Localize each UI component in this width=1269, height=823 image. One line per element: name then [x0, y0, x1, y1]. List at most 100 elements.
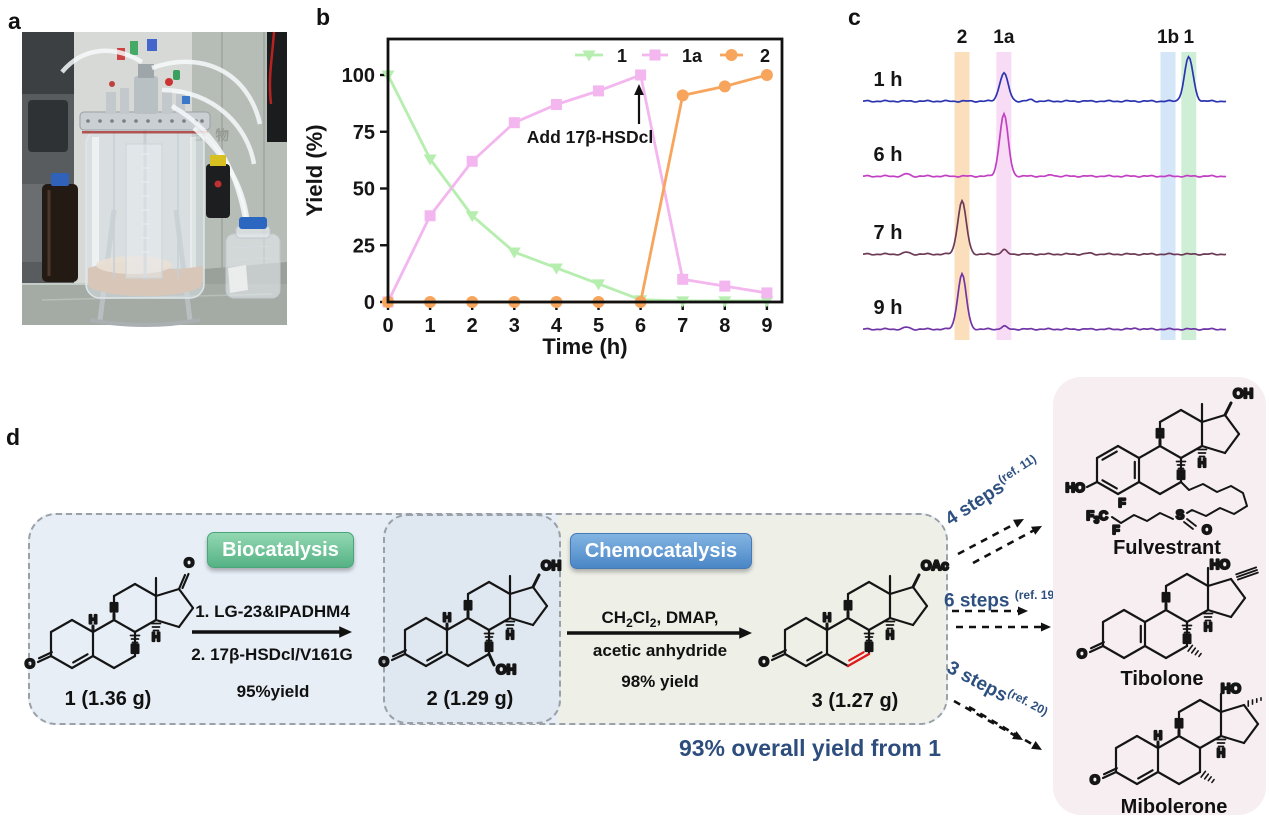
fulvestrant-structure: HO OH H H H S O FF F3C [1064, 385, 1254, 538]
marker-circle [718, 80, 731, 93]
band-label-1: 1 [1183, 27, 1194, 48]
band-label-1a: 1a [993, 27, 1015, 48]
red-port-cap [165, 78, 173, 86]
sulfoxide-O: O [1202, 523, 1212, 537]
sulfoxide-S: S [1176, 508, 1184, 522]
ketone-O: O [1090, 772, 1100, 787]
ketone-O: O [25, 656, 35, 671]
plot-border [386, 37, 784, 304]
panel-a-label: a [8, 8, 21, 34]
dashed-route-arrow [972, 529, 1035, 565]
black-bottle [206, 155, 230, 218]
arrow-head [1040, 622, 1051, 632]
stereo-H: H [1204, 622, 1212, 634]
compound-3-structure: O OAc H H H H [758, 557, 951, 670]
arrow-head [1013, 519, 1024, 528]
compound-3-label: 3 (1.27 g) [811, 690, 899, 712]
reaction-arrows [192, 626, 752, 639]
marker-square [466, 155, 478, 167]
arrow-head [739, 627, 752, 639]
x-tick-label: 2 [467, 315, 478, 337]
mibolerone-structure: O HO H H H [1089, 680, 1262, 788]
stereo-H: H [1183, 634, 1191, 646]
C17-OH: OH [541, 558, 561, 573]
series-1a-line [386, 73, 768, 303]
x-tick-label: 1 [425, 315, 436, 337]
stereo-H: H [1198, 458, 1206, 470]
x-tick-label: 7 [677, 315, 688, 337]
marker-square [424, 210, 436, 222]
stereo-H: H [89, 615, 97, 627]
F-label: F [1118, 496, 1125, 510]
band-2 [954, 52, 970, 340]
skeleton: O HO H H H [1076, 556, 1259, 662]
bioreactor-photo: 生物 [22, 31, 287, 327]
trace-time-label: 6 h [874, 144, 903, 166]
x-tick-label: 8 [719, 315, 730, 337]
stereo-H: H [865, 642, 873, 654]
marker-square [761, 287, 773, 299]
rxn1-step1: 1. LG-23&IPADHM4 [195, 602, 350, 621]
rxn2-reagents-line2: acetic anhydride [592, 641, 728, 660]
blue-cap [239, 217, 267, 229]
skeleton: O O H H H H [24, 554, 195, 672]
trace-time-label: 1 h [874, 69, 903, 91]
trace-6 h [862, 111, 1227, 178]
blue-connector [182, 96, 190, 104]
y-tick-label: 100 [342, 65, 375, 87]
rxn2-reagents: CH2Cl2, DMAP, [601, 608, 719, 630]
y-axis-title: Yield (%) [302, 124, 327, 216]
band-1 [1181, 52, 1197, 340]
stereo-H: H [886, 630, 894, 642]
marker-square [593, 85, 604, 97]
stereo-H: H [1162, 593, 1170, 605]
biocatalysis-badge: Biocatalysis [207, 532, 354, 568]
marker-triangle [592, 279, 605, 291]
series-2-line [388, 73, 768, 304]
C17-OH: OH [1233, 386, 1253, 401]
F-label: F [1112, 523, 1119, 537]
x-tick-label: 0 [382, 315, 393, 337]
band-1b [1160, 52, 1176, 340]
band-label-1b: 1b [1157, 27, 1179, 48]
trace-7 h [862, 198, 1227, 256]
route-tibolone-steps: 6 steps (ref. 19) [944, 588, 1059, 612]
marker-square [719, 280, 731, 292]
y-tick-label: 0 [364, 292, 375, 314]
rxn2-yield: 98% yield [621, 672, 699, 691]
stereo-H: H [1177, 470, 1185, 482]
feed-bottle [225, 217, 281, 299]
marker-square [508, 117, 520, 129]
marker-circle [760, 69, 773, 81]
trace-9 h [862, 271, 1227, 331]
yellow-cap [210, 155, 226, 166]
y-tick-label: 50 [353, 179, 375, 201]
compound-2-label: 2 (1.29 g) [426, 688, 514, 710]
x-tick-label: 4 [551, 315, 563, 337]
dashed-route-arrow [968, 705, 1035, 747]
ketone-O: O [379, 654, 389, 669]
stereo-H: H [844, 601, 852, 613]
stereo-H: H [464, 601, 472, 613]
tibolone-structure: O HO H H H [1076, 556, 1259, 662]
marker-triangle [465, 211, 479, 223]
legend-label: 1 [617, 46, 627, 66]
hplc-chromatograms: 2 1a 1b 1 1 h 6 h 7 h 9 h [862, 27, 1227, 340]
arrow-head [634, 84, 644, 95]
x-axis-title: Time (h) [542, 334, 627, 359]
skeleton: O HO H H H [1089, 680, 1262, 788]
panel-b-label: b [316, 4, 331, 30]
arrow-head [1031, 741, 1042, 750]
stereo-H: H [506, 630, 514, 642]
arrow-head [1031, 526, 1042, 535]
side-chain [1180, 481, 1248, 517]
rxn1-step2: 2. 17β-HSDcl/V161G [191, 645, 353, 664]
red-tube [268, 31, 276, 105]
F3C-label: F3C [1086, 509, 1108, 525]
mibolerone-label: Mibolerone [1120, 796, 1228, 818]
overall-yield-text: 93% overall yield from 1 [678, 735, 942, 761]
band-1a [996, 52, 1012, 340]
bottle-label [228, 265, 248, 293]
